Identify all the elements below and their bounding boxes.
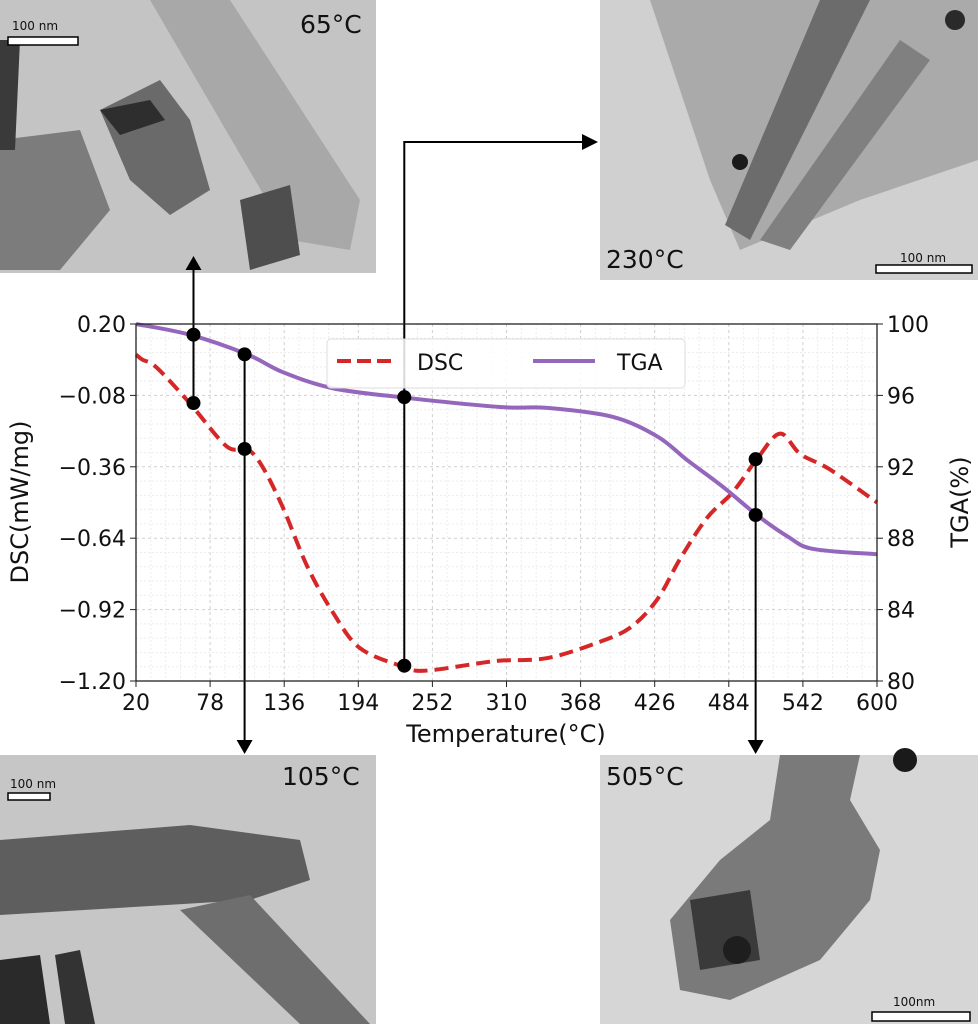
x-tick-label: 78 (196, 691, 224, 716)
y2-tick-label: 84 (887, 599, 915, 624)
connector-line (403, 141, 596, 666)
tga-marker (186, 327, 201, 342)
y2-tick-label: 92 (887, 456, 915, 481)
tem-image-505c: 100nm 505°C (600, 748, 978, 1024)
y2-tick-label: 88 (887, 527, 915, 552)
legend-dsc-label: DSC (417, 351, 463, 376)
y-tick-label: −0.64 (59, 527, 126, 552)
tick-labels: 20 78 136 194 252 310 368 426 484 542 600 0.20 −0.08… (59, 313, 929, 716)
image-label-105c: 105°C (282, 762, 360, 791)
x-tick-label: 542 (782, 691, 824, 716)
y-tick-label: −0.36 (59, 456, 126, 481)
image-label-230c: 230°C (606, 245, 684, 274)
arrow-down-icon (747, 740, 764, 754)
arrow-right-icon (582, 134, 598, 150)
scale-bar-label: 100 nm (12, 19, 58, 33)
y2-tick-label: 100 (887, 313, 929, 338)
x-axis-label: Temperature(°C) (405, 720, 606, 748)
tem-image-105c: 100 nm 105°C (0, 755, 376, 1024)
y-tick-label: −0.08 (59, 384, 126, 409)
scale-bar-label: 100nm (893, 995, 935, 1009)
tga-marker (748, 507, 763, 522)
x-tick-label: 484 (708, 691, 750, 716)
series-layer (134, 322, 879, 673)
dsc-marker (237, 441, 252, 456)
y-axis-label: DSC(mW/mg) (6, 420, 34, 583)
image-label-505c: 505°C (606, 762, 684, 791)
x-tick-label: 136 (263, 691, 305, 716)
dsc-line (134, 353, 879, 673)
dsc-marker (186, 396, 201, 411)
tga-marker (397, 390, 412, 405)
arrow-up-icon (185, 256, 202, 270)
x-tick-label: 310 (486, 691, 528, 716)
y-tick-label: 0.20 (77, 313, 126, 338)
legend: DSC TGA (326, 338, 686, 389)
x-tick-label: 600 (856, 691, 898, 716)
y2-tick-label: 80 (887, 670, 915, 695)
x-tick-label: 194 (337, 691, 379, 716)
y2-tick-label: 96 (887, 384, 915, 409)
x-tick-label: 252 (411, 691, 453, 716)
tem-image-65c: 100 nm 65°C (0, 0, 376, 273)
dsc-marker (748, 452, 763, 467)
y-tick-label: −0.92 (59, 599, 126, 624)
x-tick-label: 368 (560, 691, 602, 716)
y-tick-label: −1.20 (59, 670, 126, 695)
tga-line (135, 322, 878, 557)
x-tick-label: 426 (634, 691, 676, 716)
image-label-65c: 65°C (300, 10, 362, 39)
tem-image-230c: 100 nm 230°C (600, 0, 978, 280)
y2-axis-label: TGA(%) (946, 456, 974, 548)
scale-bar-label: 100 nm (900, 251, 946, 265)
connector-arrows (185, 134, 764, 754)
dsc-marker (397, 658, 412, 673)
x-tick-label: 20 (122, 691, 150, 716)
scale-bar-label: 100 nm (10, 777, 56, 791)
arrow-down-icon (236, 740, 253, 754)
legend-tga-label: TGA (616, 351, 663, 376)
tga-marker (237, 347, 252, 362)
